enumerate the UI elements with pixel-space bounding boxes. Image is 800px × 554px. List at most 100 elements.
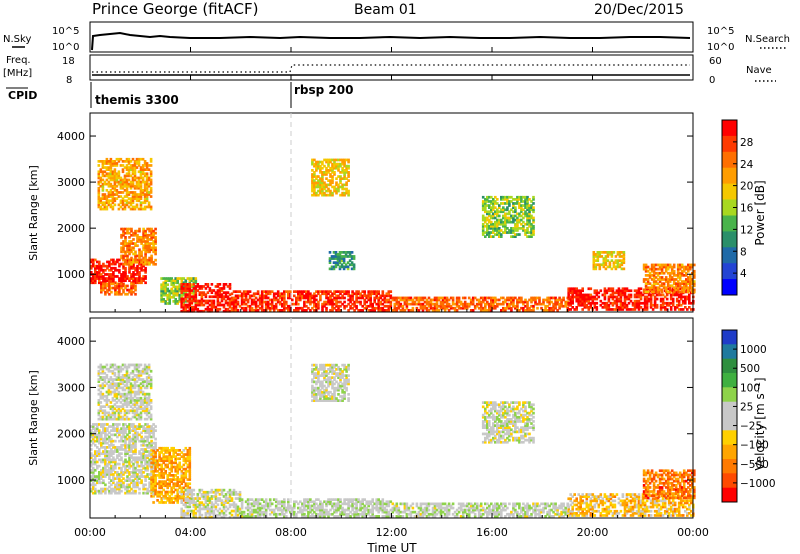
data-cell <box>258 300 262 304</box>
data-cell <box>587 306 591 309</box>
data-cell <box>556 309 559 312</box>
data-cell <box>160 295 163 299</box>
data-cell <box>672 278 676 281</box>
data-cell <box>339 193 342 197</box>
data-cell <box>156 449 159 452</box>
data-cell <box>198 309 202 313</box>
data-cell <box>496 233 499 236</box>
data-cell <box>337 306 340 310</box>
data-cell <box>132 264 135 268</box>
data-cell <box>510 302 513 306</box>
data-cell <box>377 304 380 308</box>
data-cell <box>102 473 105 476</box>
data-cell <box>238 294 242 298</box>
data-cell <box>315 304 318 308</box>
data-cell <box>109 365 113 369</box>
data-cell <box>457 298 461 302</box>
data-cell <box>660 288 664 292</box>
data-cell <box>133 363 137 367</box>
data-cell <box>92 262 95 266</box>
data-cell <box>319 290 322 293</box>
data-cell <box>234 304 238 308</box>
data-cell <box>484 208 487 212</box>
data-cell <box>272 306 276 310</box>
data-cell <box>648 288 652 292</box>
data-cell <box>139 170 143 174</box>
data-cell <box>144 468 147 472</box>
data-cell <box>134 250 137 254</box>
data-cell <box>658 276 662 279</box>
data-cell <box>116 429 119 432</box>
data-cell <box>311 181 314 185</box>
data-cell <box>104 273 107 276</box>
data-cell <box>192 277 196 280</box>
data-cell <box>643 301 647 305</box>
data-cell <box>342 251 346 254</box>
beam-label: Beam 01 <box>354 2 417 18</box>
data-cell <box>514 296 517 300</box>
data-cell <box>180 309 183 313</box>
data-cell <box>668 274 672 277</box>
data-cell <box>138 262 141 266</box>
data-cell <box>132 271 135 274</box>
data-cell <box>222 291 226 294</box>
data-cell <box>96 450 99 453</box>
data-cell <box>353 292 356 296</box>
data-cell <box>226 295 230 299</box>
data-cell <box>242 292 246 296</box>
data-cell <box>182 287 186 290</box>
data-cell <box>345 187 348 191</box>
data-cell <box>160 499 163 502</box>
data-cell <box>569 287 572 291</box>
data-cell <box>554 298 557 302</box>
data-cell <box>136 266 139 270</box>
data-cell <box>664 280 668 283</box>
data-cell <box>170 291 173 295</box>
data-cell <box>210 299 214 303</box>
data-cell <box>337 166 340 170</box>
data-cell <box>579 297 582 301</box>
data-cell <box>109 157 113 161</box>
data-cell <box>162 300 165 303</box>
data-cell <box>116 292 119 296</box>
data-cell <box>101 160 105 163</box>
data-cell <box>184 287 188 290</box>
data-cell <box>112 456 115 460</box>
data-cell <box>122 443 125 447</box>
data-cell <box>526 198 529 201</box>
data-cell <box>150 449 153 452</box>
data-cell <box>325 166 328 170</box>
data-cell <box>260 290 264 293</box>
data-cell <box>455 304 459 308</box>
data-cell <box>105 390 109 394</box>
data-cell <box>467 304 471 308</box>
data-cell <box>331 306 334 310</box>
data-cell <box>110 439 113 443</box>
data-cell <box>240 306 244 310</box>
data-cell <box>252 302 256 306</box>
data-cell <box>98 477 101 480</box>
data-cell <box>441 298 445 302</box>
data-cell <box>98 279 101 282</box>
data-cell <box>490 309 493 312</box>
data-cell <box>662 278 666 281</box>
data-cell <box>616 261 620 264</box>
data-cell <box>508 202 511 205</box>
data-cell <box>123 401 127 404</box>
data-cell <box>130 290 133 294</box>
data-cell <box>488 218 491 222</box>
data-cell <box>123 384 127 388</box>
data-cell <box>589 293 593 297</box>
data-cell <box>492 235 495 238</box>
data-cell <box>596 263 600 267</box>
data-cell <box>109 205 113 209</box>
data-cell <box>114 446 117 449</box>
data-cell <box>125 195 129 198</box>
data-cell <box>145 367 149 371</box>
data-cell <box>333 173 336 176</box>
data-cell <box>134 448 137 451</box>
data-cell <box>101 378 105 381</box>
data-cell <box>514 198 517 201</box>
data-cell <box>220 299 224 303</box>
data-cell <box>619 301 623 305</box>
